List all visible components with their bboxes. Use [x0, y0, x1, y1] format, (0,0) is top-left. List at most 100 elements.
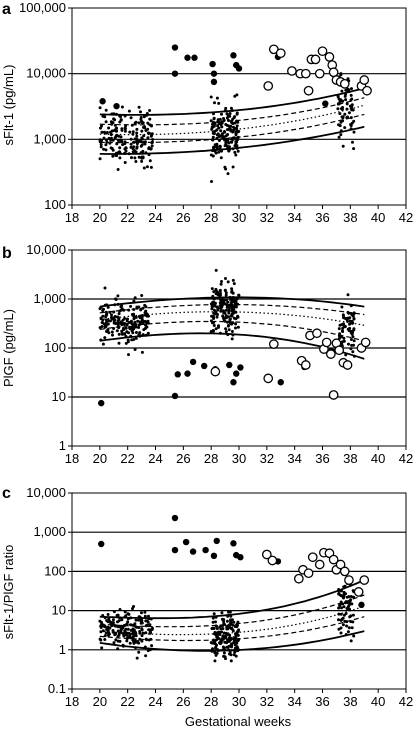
- filled-case-point: [210, 70, 218, 77]
- open-case-point: [339, 78, 350, 89]
- control-point: [100, 320, 104, 324]
- control-point: [211, 294, 215, 298]
- control-point: [339, 129, 343, 133]
- control-point: [146, 127, 150, 131]
- axis-layer: 100 1,000 10,000 100,000 18 20 22 24 26 28 30 32 34 3…: [19, 0, 413, 225]
- control-point: [222, 631, 226, 635]
- control-point: [124, 124, 128, 128]
- x-tick-label: 38: [343, 451, 357, 466]
- control-point: [99, 305, 103, 309]
- control-point: [352, 343, 355, 347]
- control-point: [114, 129, 118, 133]
- control-point: [209, 119, 213, 123]
- control-point: [342, 590, 346, 594]
- filled-case-point: [184, 54, 191, 61]
- control-point: [138, 631, 142, 635]
- control-point: [113, 318, 116, 322]
- control-point: [119, 305, 123, 309]
- x-tick-label: 36: [315, 694, 329, 709]
- control-point: [99, 624, 103, 628]
- control-point: [117, 316, 121, 320]
- filled-case-point: [213, 537, 220, 545]
- control-point: [220, 112, 223, 116]
- filled-case-point: [171, 392, 179, 400]
- x-tick-label: 24: [148, 694, 162, 709]
- control-point: [220, 624, 224, 628]
- control-point: [220, 617, 224, 621]
- control-point: [352, 339, 356, 343]
- control-point: [122, 322, 126, 326]
- control-point: [339, 107, 343, 111]
- control-point: [134, 331, 138, 334]
- control-point: [337, 102, 340, 106]
- control-point: [141, 631, 145, 635]
- open-case-point: [261, 549, 272, 560]
- x-tick-label: 22: [120, 694, 134, 709]
- control-point: [147, 628, 151, 632]
- control-point: [116, 302, 120, 306]
- control-point: [139, 116, 143, 119]
- control-point: [127, 331, 130, 335]
- control-point: [125, 322, 129, 326]
- control-point: [234, 153, 238, 157]
- control-point: [111, 138, 115, 142]
- filled-case-point: [171, 70, 179, 77]
- control-point: [148, 117, 152, 121]
- control-point: [347, 603, 351, 607]
- control-point: [228, 295, 232, 299]
- control-point: [137, 121, 141, 125]
- panel-a: a sFlt-1 (pg/mL) 100 1,000 10,000 100,000 18…: [1, 0, 413, 225]
- control-point: [119, 135, 123, 139]
- control-point: [142, 328, 146, 332]
- open-case-point: [321, 337, 332, 348]
- control-point: [339, 612, 343, 616]
- control-point: [231, 333, 235, 337]
- control-point: [106, 613, 110, 616]
- x-tick-label: 30: [232, 451, 246, 466]
- control-point: [234, 130, 238, 134]
- control-point: [338, 124, 342, 128]
- control-point: [336, 107, 340, 111]
- open-case-point: [344, 575, 354, 585]
- x-tick-label: 32: [260, 210, 274, 225]
- control-point: [98, 106, 102, 110]
- control-point: [232, 116, 236, 120]
- control-point: [115, 329, 119, 333]
- control-point: [104, 138, 108, 142]
- control-point: [211, 149, 215, 153]
- x-axis-label: Gestational weeks: [185, 714, 292, 729]
- control-point: [145, 112, 149, 115]
- control-point: [108, 619, 111, 623]
- control-point: [144, 309, 148, 313]
- open-case-point: [325, 349, 336, 359]
- filled-case-point: [113, 102, 120, 110]
- control-point: [129, 623, 132, 627]
- control-point: [121, 643, 125, 647]
- x-tick-label: 26: [176, 694, 190, 709]
- control-point: [221, 309, 225, 313]
- control-point: [230, 330, 234, 333]
- data-points: [98, 44, 372, 183]
- control-point: [230, 109, 234, 112]
- control-point: [226, 300, 230, 304]
- open-case-point: [300, 68, 311, 79]
- control-point: [142, 166, 146, 170]
- control-point: [219, 641, 223, 644]
- control-point: [118, 608, 122, 611]
- control-point: [109, 319, 112, 323]
- control-point: [233, 150, 237, 154]
- control-point: [115, 142, 119, 146]
- control-point: [134, 646, 137, 650]
- control-point: [219, 309, 223, 313]
- control-point: [125, 631, 129, 635]
- control-point: [236, 629, 240, 633]
- control-point: [109, 130, 112, 134]
- control-point: [122, 328, 126, 332]
- control-point: [352, 354, 356, 358]
- control-point: [113, 303, 117, 307]
- control-point: [123, 615, 127, 619]
- control-point: [220, 149, 223, 153]
- control-point: [337, 135, 341, 139]
- control-point: [101, 114, 105, 118]
